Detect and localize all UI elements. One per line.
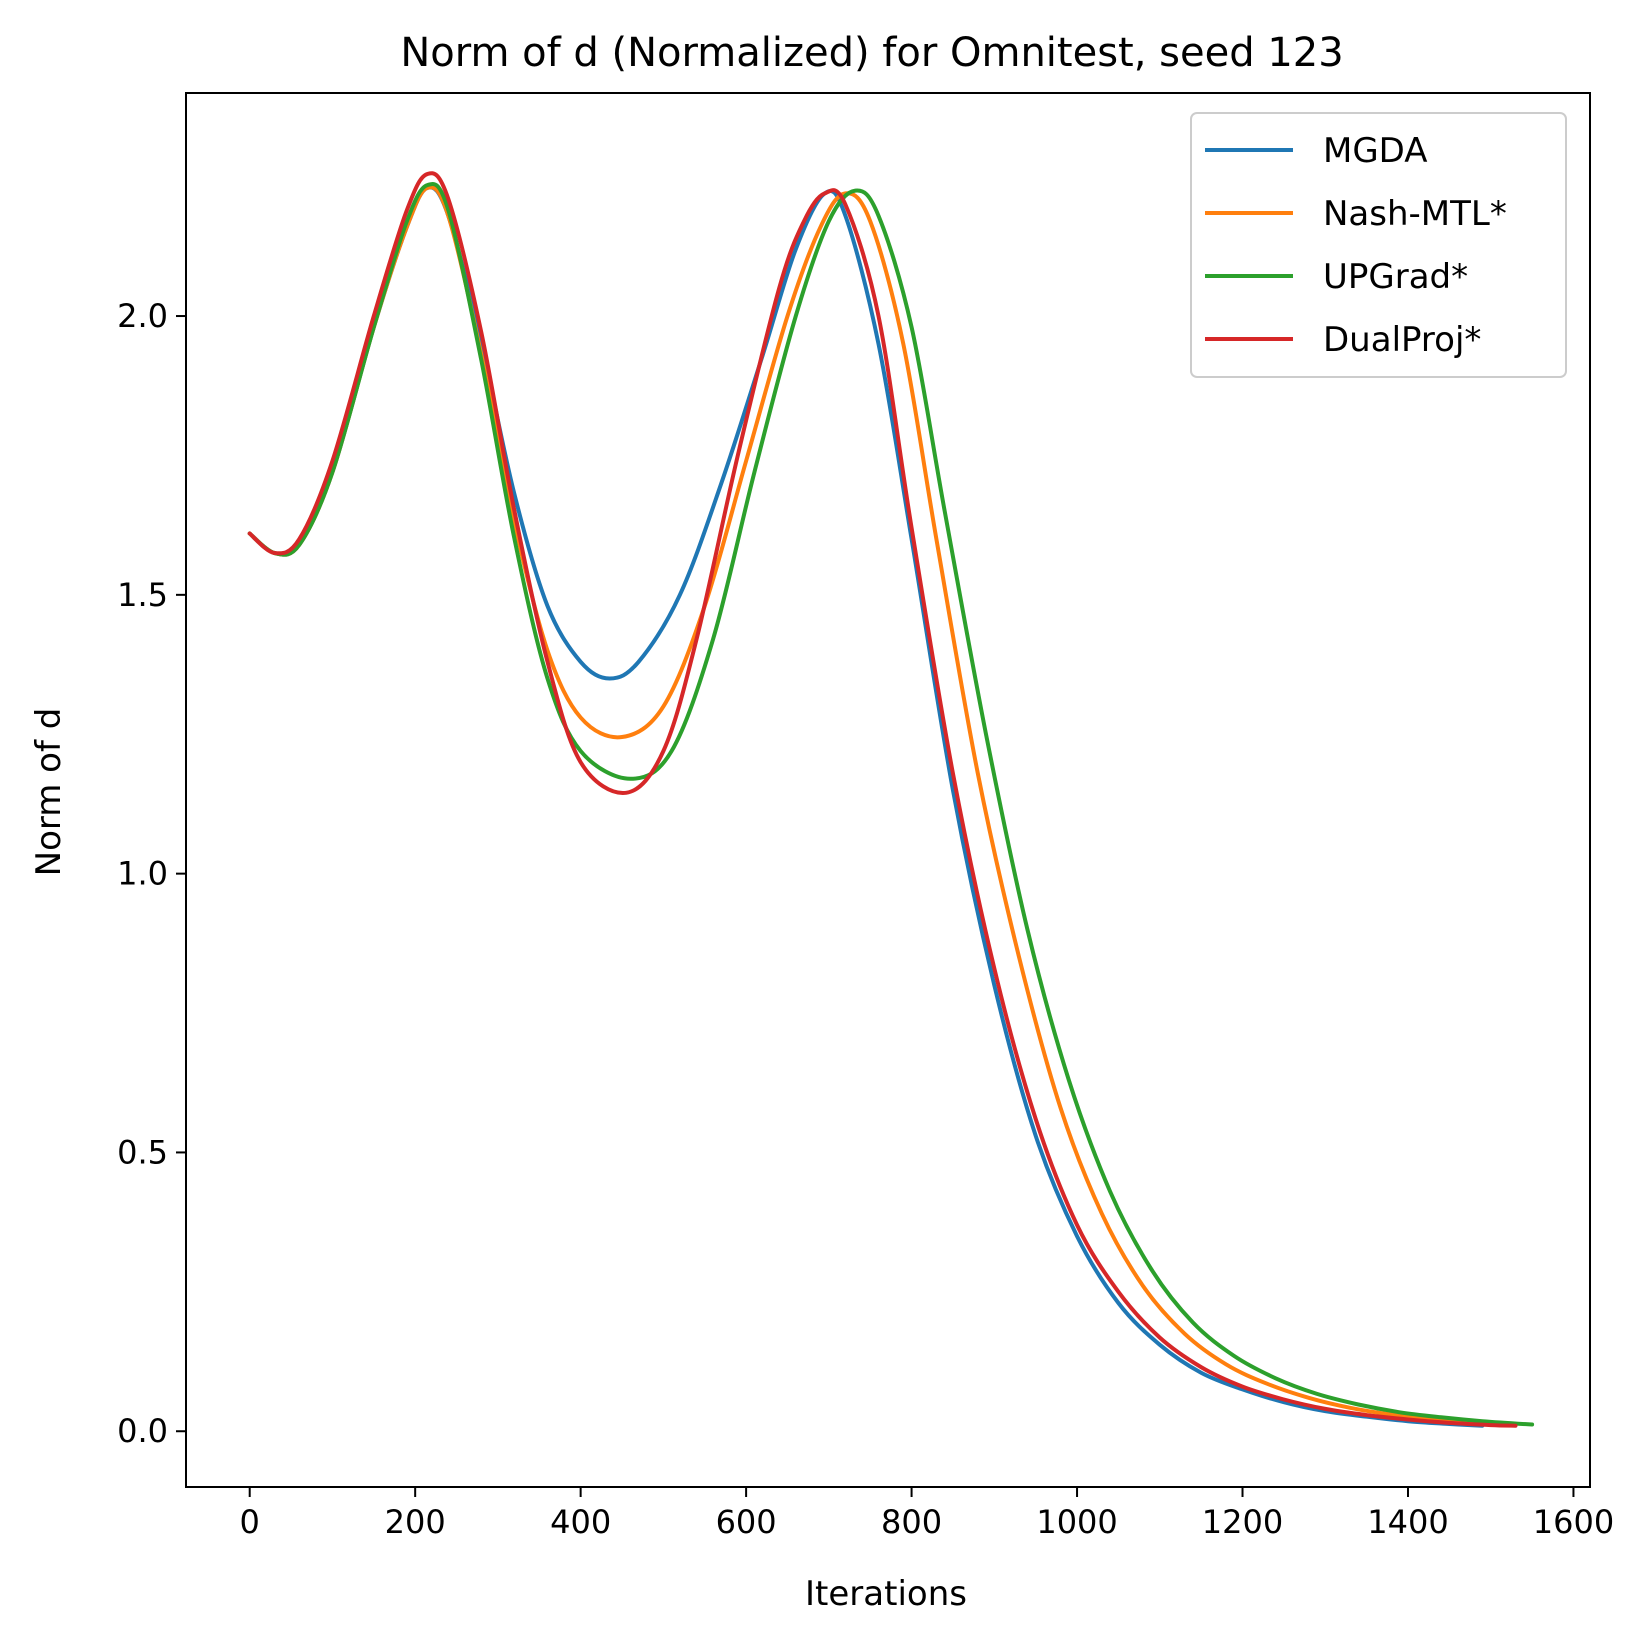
legend: MGDA Nash-MTL* UPGrad* DualProj*	[1190, 112, 1567, 378]
x-tick-label: 1600	[1533, 1503, 1614, 1541]
y-tick-label: 1.5	[117, 576, 168, 614]
plot-frame	[185, 92, 1591, 1488]
y-tick-label: 0.0	[117, 1412, 168, 1450]
chart-title: Norm of d (Normalized) for Omnitest, see…	[400, 30, 1343, 76]
plot-series-group	[247, 171, 1535, 1428]
series-line-upgrad	[247, 182, 1535, 1427]
y-tick-label: 2.0	[117, 297, 168, 335]
x-tick-label: 1000	[1036, 1503, 1117, 1541]
x-tick-label: 1400	[1367, 1503, 1448, 1541]
legend-items: MGDA Nash-MTL* UPGrad* DualProj*	[1205, 131, 1507, 360]
legend-item-upgrad: UPGrad*	[1205, 257, 1468, 297]
x-tick-label: 400	[550, 1503, 611, 1541]
series-line-nash-mtl	[247, 185, 1518, 1427]
legend-label: DualProj*	[1323, 320, 1481, 360]
legend-box	[1190, 112, 1567, 378]
legend-item-nash-mtl: Nash-MTL*	[1205, 194, 1507, 234]
legend-item-mgda: MGDA	[1205, 131, 1428, 171]
x-tick-label: 200	[385, 1503, 446, 1541]
y-axis: 0.0 0.5 1.0 1.5 2.0	[117, 297, 186, 1450]
x-tick-label: 800	[881, 1503, 942, 1541]
legend-label: UPGrad*	[1323, 257, 1468, 297]
series-line-dualproj	[247, 171, 1518, 1428]
legend-item-dualproj: DualProj*	[1205, 320, 1481, 360]
y-tick-label: 1.0	[117, 855, 168, 893]
x-tick-label: 1200	[1202, 1503, 1283, 1541]
y-axis-label: Norm of d	[29, 708, 69, 877]
x-axis: 0 200 400 600 800 1000 1200 1400 1600	[240, 1487, 1614, 1541]
x-axis-label: Iterations	[805, 1574, 967, 1614]
x-tick-label: 600	[716, 1503, 777, 1541]
legend-label: Nash-MTL*	[1323, 194, 1507, 234]
y-tick-label: 0.5	[117, 1133, 168, 1171]
legend-label: MGDA	[1323, 131, 1428, 171]
x-tick-label: 0	[240, 1503, 260, 1541]
